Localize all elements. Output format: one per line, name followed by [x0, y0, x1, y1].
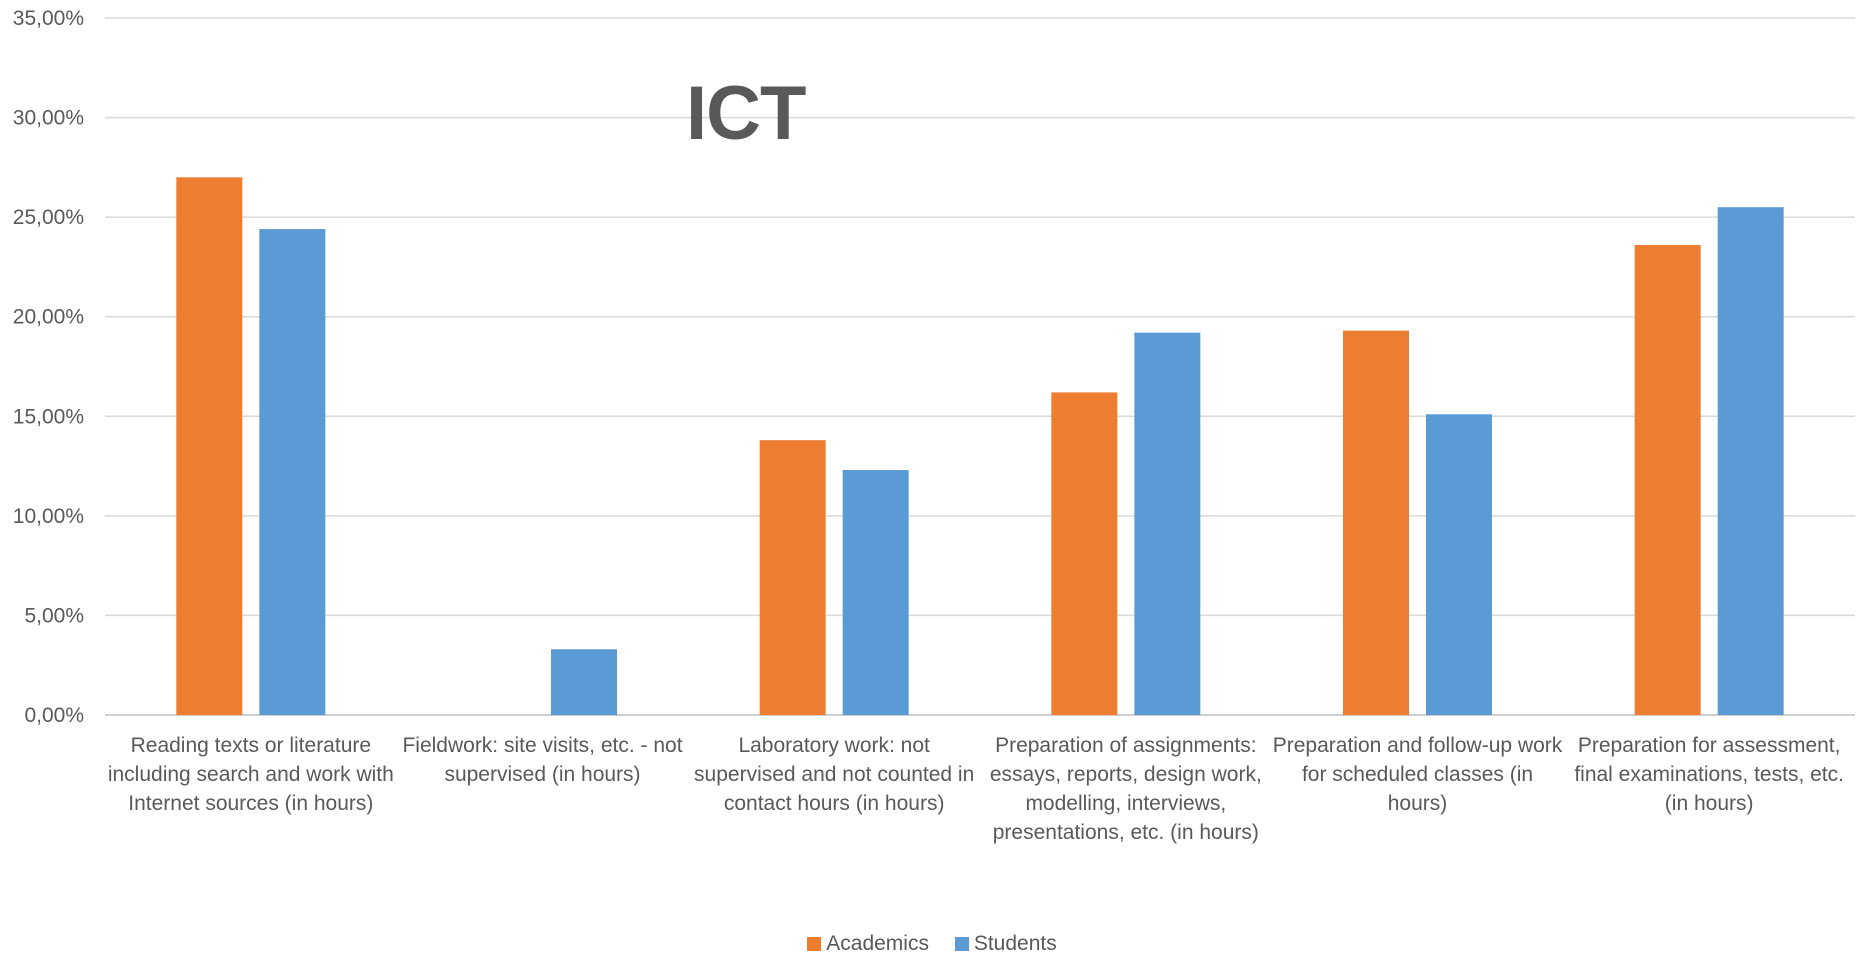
legend-label-academics: Academics [826, 932, 929, 955]
x-tick-label: Fieldwork: site visits, etc. - not super… [402, 734, 683, 786]
bar-academics-3 [1051, 392, 1118, 715]
legend-item-academics: Academics [807, 932, 929, 956]
bar-students-3 [1134, 332, 1201, 715]
y-tick-label: 0,00% [24, 704, 84, 727]
y-tick-label: 25,00% [13, 206, 84, 229]
bar-academics-2 [759, 440, 826, 715]
legend-label-students: Students [973, 932, 1057, 955]
y-tick-label: 5,00% [24, 604, 84, 627]
x-tick-label: Laboratory work: not supervised and not … [694, 734, 975, 815]
y-tick-label: 15,00% [13, 405, 84, 428]
bar-students-4 [1426, 414, 1492, 715]
bar-students-2 [842, 470, 909, 715]
bar-academics-5 [1634, 245, 1701, 715]
bar-academics-0 [176, 177, 243, 716]
x-tick-label: Preparation of assignments: essays, repo… [989, 734, 1262, 844]
legend-swatch-students [954, 937, 969, 951]
x-tick-label: Preparation and follow-up work for sched… [1272, 734, 1563, 815]
y-tick-label: 10,00% [13, 505, 84, 528]
bar-students-5 [1717, 207, 1784, 715]
legend: Academics Students [0, 932, 1864, 957]
bar-students-1 [551, 649, 617, 715]
legend-item-students: Students [954, 932, 1057, 956]
chart-title: ICT [686, 71, 806, 156]
y-tick-label: 30,00% [13, 107, 84, 130]
y-tick-label: 20,00% [13, 306, 84, 329]
x-tick-label: Preparation for assessment, final examin… [1574, 734, 1844, 815]
x-tick-label: Reading texts or literature including se… [107, 734, 394, 815]
y-tick-label: 35,00% [13, 7, 84, 30]
legend-swatch-academics [807, 937, 822, 951]
bar-academics-4 [1343, 330, 1409, 715]
bar-students-0 [259, 229, 326, 715]
